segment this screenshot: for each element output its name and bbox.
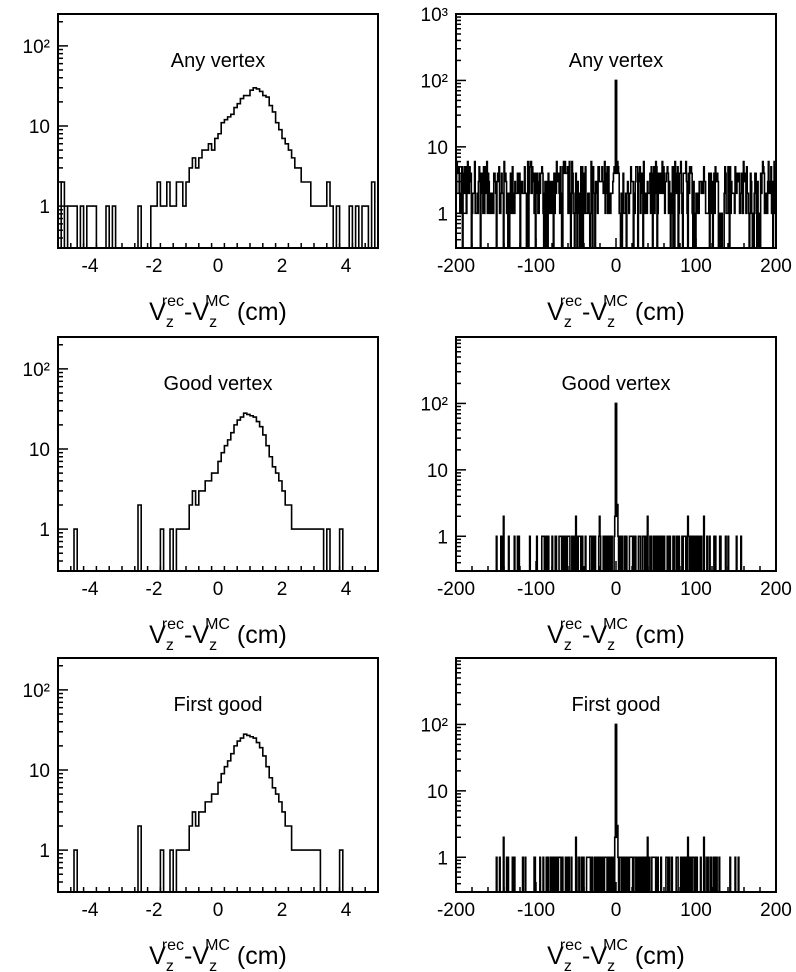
x-tick-label: -100 (517, 579, 555, 600)
panel-title: First good (174, 694, 263, 716)
x-axis-label: Vzrec-VzMC (cm) (149, 937, 287, 972)
x-tick-label: -2 (146, 900, 163, 921)
y-tick-label: 10 (29, 440, 50, 461)
x-tick-label: 2 (277, 256, 288, 277)
panel-bottom-left: -4 -2 0 2 4 1 10 10² First good Vzrec-VzMC (cm) (23, 657, 379, 972)
panel-top-left: -4 -2 0 2 4 1 10 10² Any vertex Vzrec-VzMC (cm) (23, 13, 379, 331)
x-tick-label: -4 (82, 256, 99, 277)
y-tick-label: 1 (437, 527, 448, 548)
histogram-series (456, 723, 776, 892)
x-tick-label: 100 (680, 256, 712, 277)
x-axis-label: Vzrec-VzMC (cm) (547, 937, 685, 972)
y-tick-label: 1 (39, 520, 50, 541)
x-tick-label: -200 (437, 900, 475, 921)
y-tick-label: 1 (39, 197, 50, 218)
y-tick-label: 10² (421, 394, 448, 415)
x-tick-label: 0 (611, 256, 622, 277)
x-tick-label: 0 (213, 579, 224, 600)
histogram-series (456, 402, 776, 571)
y-tick-label: 10 (427, 461, 448, 482)
x-tick-label: -4 (82, 900, 99, 921)
x-tick-label: 100 (680, 900, 712, 921)
x-tick-label: -2 (146, 256, 163, 277)
y-tick-label: 10² (23, 37, 50, 58)
plot-frame (57, 336, 379, 572)
x-tick-label: -100 (517, 256, 555, 277)
plot-frame (57, 13, 379, 249)
y-tick-label: 1 (437, 848, 448, 869)
y-tick-label: 10 (29, 117, 50, 138)
y-tick-label: 1 (437, 204, 448, 225)
y-tick-label: 10 (427, 782, 448, 803)
x-tick-label: -2 (146, 579, 163, 600)
x-tick-label: 0 (611, 579, 622, 600)
histogram-series (456, 79, 776, 248)
panel-title: Good vertex (562, 373, 671, 395)
y-tick-label: 10² (23, 681, 50, 702)
histogram-series (58, 733, 378, 892)
x-tick-label: 0 (213, 256, 224, 277)
histogram-series (58, 412, 378, 571)
x-tick-label: 200 (760, 900, 792, 921)
panel-title: Any vertex (171, 50, 265, 72)
plot-frame (57, 657, 379, 893)
y-tick-label: 10 (29, 761, 50, 782)
x-tick-label: 2 (277, 900, 288, 921)
x-tick-label: 100 (680, 579, 712, 600)
panel-bottom-right: -200 -100 0 100 200 1 10 10² First good Vzrec-VzM… (421, 657, 792, 972)
y-tick-label: 10² (421, 71, 448, 92)
histogram-series (58, 86, 378, 248)
x-axis-label: Vzrec-VzMC (cm) (547, 293, 685, 331)
panel-title: Any vertex (569, 50, 663, 72)
x-axis-label: Vzrec-VzMC (cm) (149, 616, 287, 654)
x-tick-label: -4 (82, 579, 99, 600)
x-axis-label: Vzrec-VzMC (cm) (149, 293, 287, 331)
panel-middle-left: -4 -2 0 2 4 1 10 10² Good vertex Vzrec-VzMC (cm) (23, 336, 379, 654)
x-tick-label: -200 (437, 256, 475, 277)
x-tick-label: 0 (213, 900, 224, 921)
x-tick-label: 4 (341, 900, 352, 921)
y-tick-label: 10 (427, 138, 448, 159)
y-tick-label: 10² (421, 715, 448, 736)
panel-title: First good (572, 694, 661, 716)
x-tick-label: 200 (760, 256, 792, 277)
x-axis-label: Vzrec-VzMC (cm) (547, 616, 685, 654)
x-tick-label: 2 (277, 579, 288, 600)
x-tick-label: 4 (341, 579, 352, 600)
x-tick-label: 0 (611, 900, 622, 921)
x-tick-label: -200 (437, 579, 475, 600)
y-tick-label: 1 (39, 841, 50, 862)
y-tick-label: 10³ (421, 5, 448, 26)
x-tick-label: 200 (760, 579, 792, 600)
x-tick-label: 4 (341, 256, 352, 277)
y-tick-label: 10² (23, 360, 50, 381)
panel-top-right: -200 -100 0 100 200 1 10 10² 10³ Any vertex Vzrec-… (421, 5, 792, 331)
panel-title: Good vertex (164, 373, 273, 395)
x-tick-label: -100 (517, 900, 555, 921)
panel-middle-right: -200 -100 0 100 200 1 10 10² Good vertex Vzrec-Vz… (421, 336, 792, 654)
